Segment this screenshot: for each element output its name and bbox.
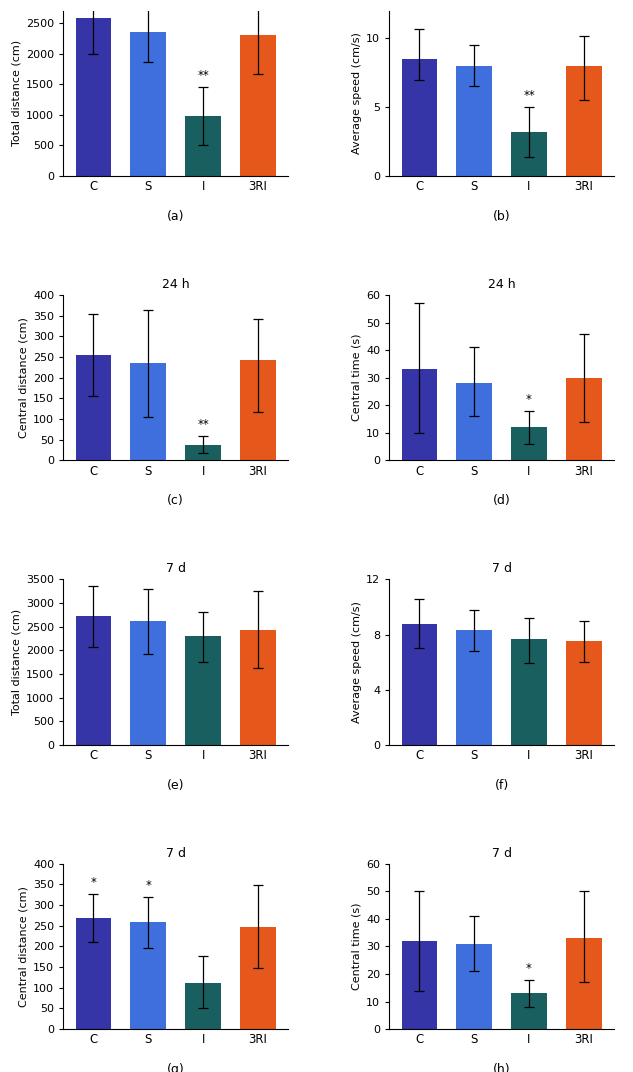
X-axis label: (h): (h) [493,1063,510,1072]
Bar [511,639,547,745]
Bar [130,363,166,460]
Bar [185,636,221,745]
Bar [75,616,111,745]
Bar [456,943,492,1029]
Y-axis label: Average speed (cm/s): Average speed (cm/s) [352,601,362,723]
Bar [130,923,166,1029]
Bar [566,641,602,745]
Y-axis label: Total distance (cm): Total distance (cm) [12,41,22,147]
Text: **: ** [197,69,209,81]
Bar [401,941,437,1029]
Y-axis label: Central distance (cm): Central distance (cm) [19,317,29,438]
Text: **: ** [197,418,209,431]
Y-axis label: Central distance (cm): Central distance (cm) [19,887,29,1007]
Text: **: ** [523,89,535,102]
Y-axis label: Average speed (cm/s): Average speed (cm/s) [352,32,362,154]
X-axis label: (g): (g) [167,1063,185,1072]
Bar [240,34,276,176]
Y-axis label: Central time (s): Central time (s) [352,903,362,991]
Title: 7 d: 7 d [492,563,511,576]
Title: 24 h: 24 h [488,278,515,292]
Bar [185,983,221,1029]
Bar [130,622,166,745]
Text: *: * [146,879,151,892]
Bar [456,384,492,460]
Bar [511,132,547,176]
Bar [75,18,111,176]
Text: *: * [91,877,96,890]
X-axis label: (a): (a) [167,210,184,223]
Title: 7 d: 7 d [166,563,185,576]
Title: 7 d: 7 d [492,847,511,860]
Bar [566,377,602,460]
Bar [401,370,437,460]
Text: *: * [526,392,532,406]
X-axis label: (d): (d) [492,494,510,507]
Bar [456,65,492,176]
X-axis label: (e): (e) [167,778,184,791]
X-axis label: (f): (f) [494,778,509,791]
Bar [401,624,437,745]
Bar [511,994,547,1029]
Bar [240,926,276,1029]
Bar [401,59,437,176]
Title: 7 d: 7 d [166,847,185,860]
X-axis label: (c): (c) [167,494,184,507]
Bar [566,65,602,176]
Bar [185,445,221,460]
Y-axis label: Total distance (cm): Total distance (cm) [12,609,22,715]
Bar [240,360,276,460]
Bar [185,116,221,176]
Bar [240,630,276,745]
X-axis label: (b): (b) [493,210,510,223]
Bar [511,428,547,460]
Y-axis label: Central time (s): Central time (s) [352,334,362,421]
Text: *: * [526,962,532,974]
Bar [75,919,111,1029]
Bar [456,630,492,745]
Bar [75,355,111,460]
Title: 24 h: 24 h [162,278,189,292]
Bar [566,938,602,1029]
Bar [130,32,166,176]
